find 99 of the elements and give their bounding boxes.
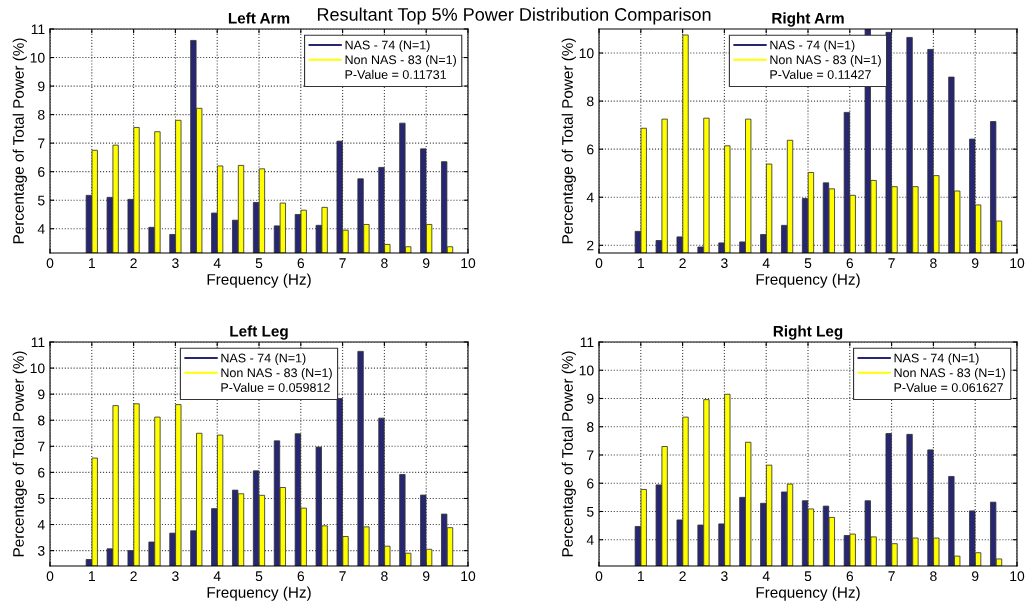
y-tick-label: 5 (37, 195, 45, 206)
x-tick-label: 8 (381, 258, 388, 269)
x-tick-label: 8 (930, 571, 937, 582)
y-tick-label: 6 (587, 478, 594, 489)
x-axis-title: Frequency (Hz) (756, 586, 860, 601)
x-tick-label: 9 (422, 258, 430, 269)
x-tick-label: 0 (595, 571, 603, 582)
x-tick-label: 4 (762, 258, 770, 268)
x-tick-label: 2 (679, 571, 686, 581)
x-tick-label: 6 (297, 258, 305, 269)
x-axis-title: Frequency (Hz) (207, 586, 311, 601)
y-tick-label: 10 (30, 52, 45, 63)
y-tick-label: 10 (579, 48, 594, 59)
legend-label: NAS - 74 (N=1) (770, 40, 855, 52)
x-tick-label: 10 (1010, 571, 1025, 582)
y-tick-label: 9 (587, 393, 594, 404)
legend-label: Non NAS - 83 (N=1) (894, 368, 1005, 380)
x-tick-label: 1 (89, 571, 95, 581)
x-tick-label: 6 (297, 571, 305, 582)
x-tick-label: 9 (971, 571, 979, 582)
x-tick-label: 8 (381, 571, 388, 582)
x-tick-label: 4 (213, 571, 221, 581)
x-tick-label: 9 (422, 571, 430, 582)
x-tick-label: 5 (255, 571, 263, 582)
x-tick-label: 10 (461, 571, 476, 582)
x-tick-label: 6 (846, 571, 854, 582)
chart-title: Right Arm (772, 12, 844, 27)
chart-title: Left Leg (230, 325, 288, 340)
x-tick-label: 0 (46, 571, 54, 582)
text: Resultant Top 5% Power Distribution Comparison (317, 7, 711, 25)
y-tick-label: 7 (587, 450, 594, 461)
x-tick-label: 10 (461, 258, 476, 269)
x-axis-title: Frequency (Hz) (207, 273, 311, 288)
y-tick-label: 6 (38, 167, 45, 177)
x-tick-label: 7 (888, 258, 895, 268)
y-tick-label: 11 (31, 337, 45, 348)
annotation: P-Value = 0.059812 (221, 382, 330, 392)
x-tick-label: 2 (130, 571, 137, 581)
annotation: P-Value = 0.11731 (345, 69, 446, 79)
chart-title: Left Arm (228, 12, 290, 24)
y-tick-label: 4 (586, 535, 594, 545)
x-tick-label: 4 (213, 258, 221, 268)
y-tick-label: 5 (586, 506, 594, 517)
x-tick-label: 4 (762, 571, 770, 581)
y-axis-title: Percentage of Total Power (%) (12, 351, 27, 557)
y-tick-label: 5 (37, 493, 45, 504)
x-tick-label: 5 (255, 258, 263, 269)
y-tick-label: 8 (38, 109, 45, 120)
x-tick-label: 10 (1010, 258, 1025, 269)
annotation: P-Value = 0.11427 (770, 69, 871, 79)
x-tick-label: 1 (638, 571, 644, 581)
x-tick-label: 0 (595, 258, 603, 269)
x-tick-label: 3 (172, 571, 179, 582)
x-tick-label: 3 (721, 258, 728, 269)
x-axis-title: Frequency (Hz) (756, 273, 860, 288)
y-tick-label: 9 (38, 81, 45, 92)
y-tick-label: 8 (587, 96, 594, 107)
x-tick-label: 5 (804, 571, 812, 582)
y-axis-title: Percentage of Total Power (%) (561, 38, 576, 244)
x-tick-label: 5 (804, 258, 812, 269)
y-tick-label: 11 (31, 24, 45, 35)
chart-title: Right Leg (773, 325, 843, 340)
y-tick-label: 8 (38, 415, 45, 426)
y-tick-label: 3 (37, 545, 45, 556)
legend-label: NAS - 74 (N=1) (221, 353, 306, 365)
x-tick-label: 9 (971, 258, 979, 269)
y-tick-label: 7 (38, 441, 45, 452)
y-axis-title: Percentage of Total Power (%) (561, 351, 576, 557)
annotation: P-Value = 0.061627 (894, 382, 1003, 392)
y-tick-label: 4 (37, 224, 45, 234)
x-tick-label: 6 (846, 258, 854, 269)
y-tick-label: 9 (38, 389, 45, 400)
x-tick-label: 1 (638, 258, 644, 268)
x-tick-label: 7 (888, 571, 895, 581)
legend-label: NAS - 74 (N=1) (894, 353, 979, 365)
y-tick-label: 4 (586, 192, 594, 203)
x-tick-label: 2 (130, 258, 137, 268)
y-tick-label: 6 (587, 144, 594, 155)
legend-label: Non NAS - 83 (N=1) (770, 55, 881, 67)
x-tick-label: 7 (339, 258, 346, 268)
y-tick-label: 10 (579, 365, 594, 376)
x-tick-label: 1 (89, 258, 95, 268)
x-tick-label: 0 (46, 258, 54, 269)
y-tick-label: 4 (37, 520, 45, 530)
x-tick-label: 3 (172, 258, 179, 269)
x-tick-label: 2 (679, 258, 686, 268)
legend-label: NAS - 74 (N=1) (345, 40, 430, 52)
y-tick-label: 8 (587, 422, 594, 432)
x-tick-label: 8 (930, 258, 937, 269)
y-axis-title: Percentage of Total Power (%) (12, 38, 27, 244)
y-tick-label: 6 (38, 467, 45, 478)
x-tick-label: 7 (339, 571, 346, 581)
y-tick-label: 7 (38, 138, 45, 149)
legend-label: Non NAS - 83 (N=1) (345, 55, 456, 67)
y-tick-label: 11 (580, 337, 594, 348)
x-tick-label: 3 (721, 571, 728, 582)
y-tick-label: 2 (587, 240, 594, 251)
legend-label: Non NAS - 83 (N=1) (221, 368, 332, 380)
y-tick-label: 10 (30, 363, 45, 374)
